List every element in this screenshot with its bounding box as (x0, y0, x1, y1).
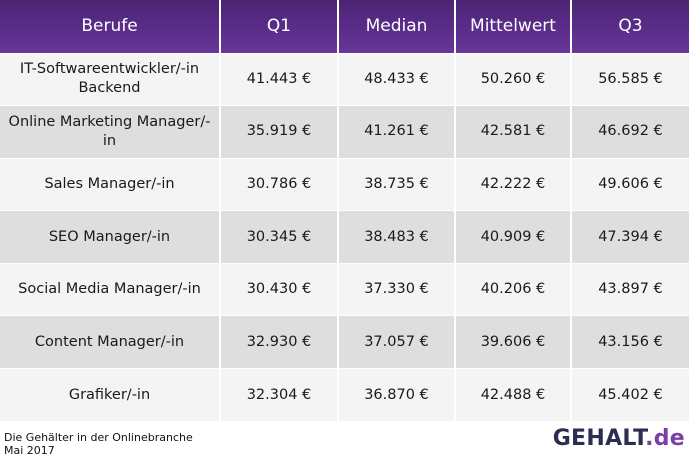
header-median: Median (337, 0, 455, 53)
brand-name: GEHALT (552, 426, 646, 451)
cell-mittelwert: 42.488 € (454, 368, 571, 422)
cell-q1: 30.430 € (219, 262, 338, 316)
table-row: IT-Softwareentwickler/-in Backend 41.443 … (0, 52, 689, 106)
cell-q1: 32.304 € (219, 368, 338, 422)
cell-q3: 43.156 € (570, 315, 689, 369)
table-body: IT-Softwareentwickler/-in Backend 41.443 … (0, 52, 689, 422)
table-row: Content Manager/-in 32.930 €37.057 €39.60… (0, 315, 689, 369)
cell-beruf: Grafiker/-in (0, 368, 220, 422)
table-row: Sales Manager/-in 30.786 €38.735 €42.222 … (0, 157, 689, 211)
cell-mittelwert: 39.606 € (454, 315, 571, 369)
brand-tld: .de (645, 426, 685, 451)
cell-beruf: Sales Manager/-in (0, 157, 220, 211)
cell-q1: 41.443 € (219, 52, 338, 106)
salary-table: Berufe Q1 Median Mittelwert Q3 IT-Softwa… (0, 0, 689, 422)
cell-q1: 32.930 € (219, 315, 338, 369)
cell-beruf: SEO Manager/-in (0, 210, 220, 264)
cell-beruf: Online Marketing Manager/-in (0, 105, 220, 159)
cell-mittelwert: 50.260 € (454, 52, 571, 106)
cell-q1: 30.345 € (219, 210, 338, 264)
header-q3: Q3 (570, 0, 689, 53)
cell-median: 36.870 € (337, 368, 455, 422)
cell-mittelwert: 40.206 € (454, 262, 571, 316)
cell-mittelwert: 40.909 € (454, 210, 571, 264)
cell-median: 38.483 € (337, 210, 455, 264)
footer-date: Mai 2017 (4, 444, 55, 457)
cell-q1: 35.919 € (219, 105, 338, 159)
cell-beruf: Content Manager/-in (0, 315, 220, 369)
header-row: Berufe Q1 Median Mittelwert Q3 (0, 0, 689, 53)
cell-median: 41.261 € (337, 105, 455, 159)
cell-median: 48.433 € (337, 52, 455, 106)
cell-q3: 56.585 € (570, 52, 689, 106)
table-row: Social Media Manager/-in 30.430 €37.330 €… (0, 262, 689, 316)
table-row: Grafiker/-in 32.304 €36.870 €42.488 €45.4… (0, 368, 689, 422)
footer-note: Die Gehälter in der Onlinebranche Mai 20… (4, 431, 193, 457)
table-header: Berufe Q1 Median Mittelwert Q3 (0, 0, 689, 53)
cell-q3: 46.692 € (570, 105, 689, 159)
cell-q3: 49.606 € (570, 157, 689, 211)
cell-q3: 47.394 € (570, 210, 689, 264)
cell-median: 37.057 € (337, 315, 455, 369)
cell-mittelwert: 42.581 € (454, 105, 571, 159)
footer-caption: Die Gehälter in der Onlinebranche (4, 431, 193, 444)
table-row: Online Marketing Manager/-in 35.919 €41.2… (0, 105, 689, 159)
cell-q1: 30.786 € (219, 157, 338, 211)
cell-mittelwert: 42.222 € (454, 157, 571, 211)
cell-median: 38.735 € (337, 157, 455, 211)
cell-q3: 43.897 € (570, 262, 689, 316)
cell-q3: 45.402 € (570, 368, 689, 422)
table-row: SEO Manager/-in 30.345 €38.483 €40.909 €4… (0, 210, 689, 264)
cell-median: 37.330 € (337, 262, 455, 316)
header-berufe: Berufe (0, 0, 220, 53)
cell-beruf: IT-Softwareentwickler/-in Backend (0, 52, 220, 106)
header-mittelwert: Mittelwert (454, 0, 571, 53)
brand-logo: GEHALT.de (553, 426, 685, 451)
cell-beruf: Social Media Manager/-in (0, 262, 220, 316)
header-q1: Q1 (219, 0, 338, 53)
